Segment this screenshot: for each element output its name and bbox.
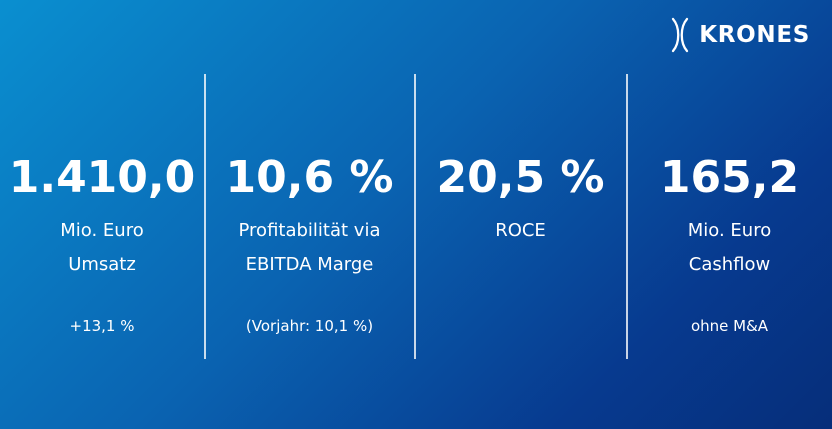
stat-label-line: ROCE: [495, 220, 546, 241]
column-divider: [204, 74, 206, 359]
stat-value: 1.410,0: [8, 152, 196, 203]
stat-label-line: Mio. Euro: [60, 220, 144, 241]
stat-label: ROCE: [415, 214, 626, 248]
column-divider: [414, 74, 416, 359]
brand-name: KRONES: [699, 21, 810, 48]
stat-label: Mio. Euro Umsatz: [0, 214, 204, 282]
krones-mark-icon: [672, 17, 689, 53]
stat-label: Mio. Euro Cashflow: [627, 214, 832, 282]
stat-note: ohne M&A: [690, 317, 769, 335]
stat-label-line: Umsatz: [68, 254, 136, 275]
stat-ebitda-margin: 10,6 % Profitabilität via EBITDA Marge (…: [205, 0, 414, 429]
stat-value: 165,2: [659, 152, 800, 203]
stat-value: 10,6 %: [225, 152, 394, 203]
stat-label-line: Profitabilität via: [238, 220, 381, 241]
stat-cashflow: 165,2 Mio. Euro Cashflow ohne M&A: [627, 0, 832, 429]
stat-note: (Vorjahr: 10,1 %): [245, 317, 374, 335]
stat-label-line: Cashflow: [688, 254, 771, 275]
stat-note: +13,1 %: [69, 317, 135, 335]
stat-value: 20,5 %: [436, 152, 605, 203]
column-divider: [626, 74, 628, 359]
stat-roce: 20,5 % ROCE: [415, 0, 626, 429]
stat-label: Profitabilität via EBITDA Marge: [205, 214, 414, 282]
stat-label-line: Mio. Euro: [687, 220, 772, 241]
krones-logo: KRONES: [670, 17, 810, 53]
stat-revenue: 1.410,0 Mio. Euro Umsatz +13,1 %: [0, 0, 204, 429]
stat-label-line: EBITDA Marge: [245, 254, 374, 275]
